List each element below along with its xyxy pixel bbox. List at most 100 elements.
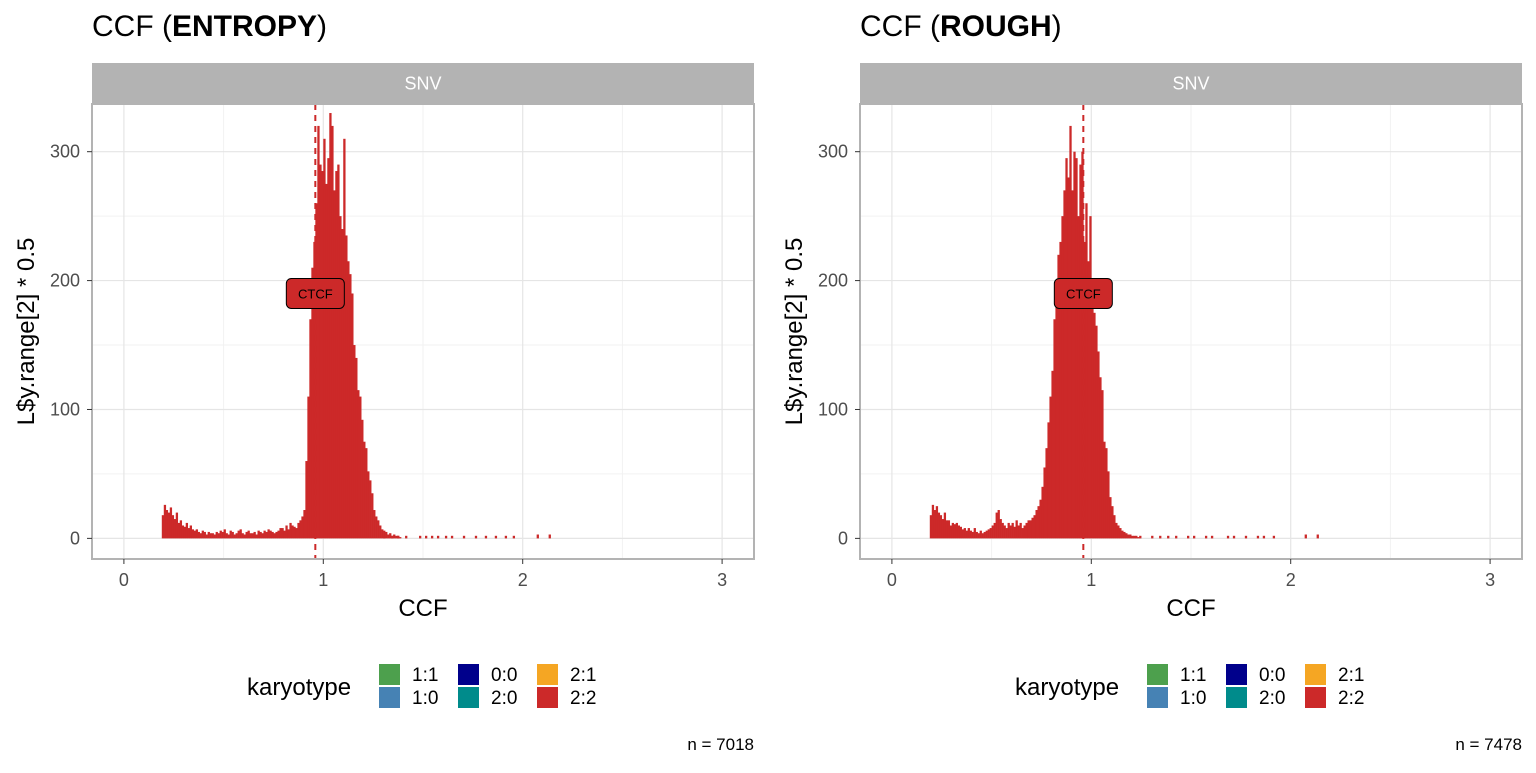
histogram-bar — [227, 534, 230, 539]
histogram-bar — [357, 390, 360, 539]
legend-label: 0:0 — [491, 665, 517, 686]
legend-label: 2:1 — [570, 665, 596, 686]
histogram-bar — [1015, 520, 1018, 539]
histogram-bar — [341, 229, 344, 539]
histogram-bar — [339, 216, 342, 539]
histogram-bar — [217, 533, 220, 539]
histogram-bar — [1304, 534, 1307, 539]
histogram-bar — [385, 531, 388, 539]
histogram-bar — [1087, 261, 1090, 539]
legend-swatch — [1226, 664, 1247, 685]
histogram-bar — [1159, 535, 1162, 539]
histogram-bar — [347, 261, 350, 539]
y-tick-label: 100 — [818, 399, 848, 419]
x-tick-label: 1 — [1086, 570, 1096, 590]
legend-swatch — [1305, 664, 1326, 685]
histogram-bar — [1027, 520, 1030, 539]
histogram-bar — [1019, 522, 1022, 539]
histogram-bar — [231, 531, 234, 539]
legend-item-2-2: 2:2 — [1305, 687, 1364, 709]
y-axis-label: L$y.range[2] * 0.5 — [13, 238, 40, 426]
histogram-bar — [1232, 535, 1236, 539]
histogram-bar — [195, 529, 198, 539]
histogram-bar — [1065, 158, 1068, 539]
histogram-bar — [1071, 190, 1074, 539]
histogram-bar — [229, 530, 232, 539]
histogram-bar — [1125, 533, 1128, 539]
legend-item-0-0: 0:0 — [1226, 664, 1285, 686]
histogram-bar — [163, 504, 167, 539]
histogram-bar — [1107, 471, 1110, 539]
chart-title: CCF (ROUGH) — [860, 10, 1062, 43]
histogram-bar — [1017, 525, 1020, 539]
x-tick-label: 3 — [1485, 570, 1495, 590]
histogram-bar — [245, 531, 248, 539]
histogram-bar — [301, 516, 304, 539]
legend-item-2-1: 2:1 — [537, 664, 596, 686]
histogram-bar — [219, 530, 222, 539]
histogram-bar — [1101, 390, 1104, 539]
histogram-bar — [361, 419, 364, 539]
histogram-bar — [395, 535, 398, 539]
histogram-bar — [233, 534, 236, 539]
histogram-bar — [1073, 151, 1076, 539]
histogram-bar — [179, 520, 183, 539]
histogram-bar — [285, 525, 288, 539]
legend-label: 1:1 — [412, 665, 438, 686]
histogram-bar — [193, 530, 196, 539]
caption: n = 7018 — [687, 735, 754, 754]
histogram-bar — [1049, 396, 1052, 539]
y-tick-label: 0 — [838, 528, 848, 548]
histogram-bar — [969, 530, 972, 539]
histogram-bar — [536, 534, 539, 539]
histogram-bar — [249, 533, 252, 539]
panel-border — [859, 103, 1523, 560]
histogram-bar — [945, 520, 949, 539]
histogram-bar — [1081, 151, 1084, 539]
histogram-bar — [271, 531, 274, 539]
histogram-bar — [1129, 534, 1132, 539]
legend-item-2-0: 2:0 — [458, 687, 517, 709]
histogram-bar — [225, 533, 228, 539]
histogram-bar — [933, 510, 937, 539]
histogram-bar — [1204, 535, 1208, 539]
histogram-bar — [955, 522, 959, 539]
histogram-bar — [436, 535, 440, 539]
histogram-bar — [1039, 499, 1042, 539]
histogram-bar — [383, 535, 386, 539]
legend-label: 2:2 — [570, 688, 596, 709]
histogram-bar — [209, 533, 212, 539]
legend-item-1-1: 1:1 — [1147, 664, 1206, 686]
legend-swatch — [379, 664, 400, 685]
histogram-bar — [1035, 510, 1038, 539]
legend-swatch — [379, 687, 400, 708]
histogram-bar — [1103, 441, 1106, 539]
histogram-bar — [484, 535, 488, 539]
histogram-bar — [1055, 280, 1058, 539]
legend: karyotype 1:11:0 0:02:0 2:12:2 — [247, 664, 596, 709]
histogram-bar — [239, 529, 242, 539]
histogram-bar — [997, 510, 1000, 539]
legend-swatch — [1305, 687, 1326, 708]
histogram-bar — [1079, 164, 1082, 539]
chart-title-suffix: ) — [1052, 10, 1062, 43]
annotation-box — [285, 277, 345, 309]
legend-label: 2:0 — [1259, 688, 1285, 709]
histogram-bar — [1047, 422, 1050, 539]
histogram-bar — [995, 512, 998, 539]
histogram-bar — [275, 531, 278, 539]
legend-label: 0:0 — [1259, 665, 1285, 686]
histogram-bar — [444, 535, 448, 539]
histogram-bar — [959, 526, 962, 539]
histogram-bar — [939, 515, 943, 539]
histogram-bar — [1151, 535, 1154, 539]
histogram-bar — [965, 530, 968, 539]
histogram-bar — [315, 203, 318, 539]
histogram-bar — [947, 520, 951, 539]
x-axis-label: CCF — [398, 595, 447, 622]
histogram-bar — [1083, 241, 1086, 539]
histogram-bar — [327, 158, 330, 539]
histogram-bar — [167, 512, 171, 539]
histogram-bar — [987, 529, 990, 539]
histogram-bar — [1272, 535, 1276, 539]
